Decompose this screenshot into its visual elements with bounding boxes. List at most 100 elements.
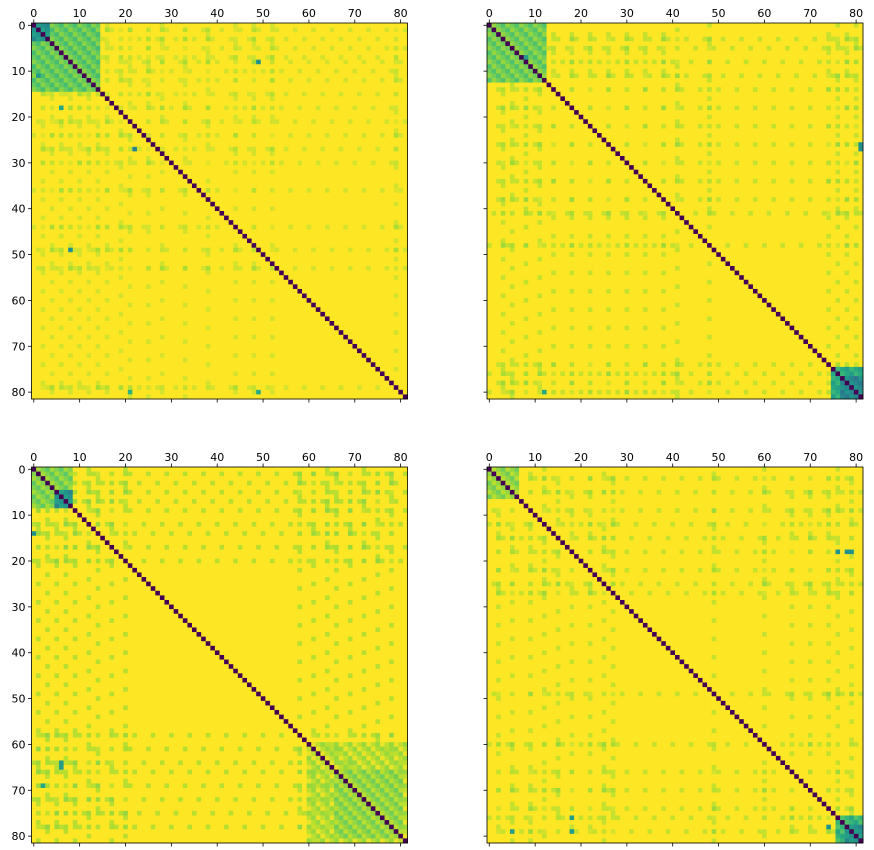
heatmap-cell bbox=[348, 28, 353, 33]
heatmap-cell bbox=[45, 252, 50, 257]
heatmap-cell bbox=[114, 115, 119, 120]
heatmap-cell bbox=[261, 248, 266, 253]
heatmap-cell bbox=[146, 261, 151, 266]
heatmap-cell bbox=[174, 60, 179, 65]
heatmap-cell bbox=[220, 193, 225, 198]
heatmap-cell bbox=[36, 211, 41, 216]
heatmap-cell bbox=[201, 206, 206, 211]
heatmap-cell bbox=[261, 225, 266, 230]
heatmap-cell bbox=[380, 83, 385, 88]
heatmap-cell bbox=[398, 156, 403, 161]
heatmap-cell bbox=[64, 83, 69, 88]
heatmap-cell bbox=[270, 92, 275, 97]
heatmap-cell bbox=[394, 106, 399, 111]
heatmap-cell bbox=[137, 28, 142, 33]
heatmap-cell bbox=[362, 101, 367, 106]
heatmap-cell bbox=[114, 266, 119, 271]
heatmap-cell bbox=[146, 46, 151, 51]
heatmap-cell bbox=[252, 239, 257, 244]
heatmap-cell bbox=[119, 234, 124, 239]
heatmap-cell bbox=[348, 101, 353, 106]
heatmap-cell bbox=[109, 69, 114, 74]
heatmap-cell bbox=[229, 128, 234, 133]
heatmap-cell bbox=[348, 206, 353, 211]
heatmap-cell bbox=[297, 46, 302, 51]
heatmap-cell bbox=[293, 51, 298, 56]
heatmap-cell bbox=[293, 239, 298, 244]
heatmap-cell bbox=[275, 64, 280, 69]
heatmap-cell bbox=[311, 23, 316, 28]
heatmap-cell bbox=[197, 32, 202, 37]
heatmap-cell bbox=[229, 174, 234, 179]
heatmap-cell bbox=[109, 225, 114, 230]
heatmap-cell bbox=[311, 55, 316, 60]
heatmap-cell bbox=[307, 229, 312, 234]
heatmap-cell bbox=[137, 280, 142, 285]
heatmap-cell bbox=[375, 188, 380, 193]
heatmap-cell bbox=[59, 55, 64, 60]
heatmap-cell bbox=[91, 289, 96, 294]
heatmap-cell bbox=[357, 243, 362, 248]
heatmap-cell bbox=[210, 41, 215, 46]
heatmap-cell bbox=[91, 101, 96, 106]
heatmap-cell bbox=[242, 220, 247, 225]
heatmap-cell bbox=[330, 275, 335, 280]
heatmap-cell bbox=[233, 161, 238, 166]
heatmap-cell bbox=[357, 147, 362, 152]
heatmap-cell bbox=[233, 284, 238, 289]
heatmap-cell bbox=[238, 46, 243, 51]
heatmap-cell bbox=[330, 46, 335, 51]
heatmap-cell bbox=[96, 142, 101, 147]
heatmap-cell bbox=[187, 289, 192, 294]
heatmap-cell bbox=[210, 101, 215, 106]
heatmap-cell bbox=[123, 142, 128, 147]
heatmap-cell bbox=[169, 188, 174, 193]
heatmap-cell bbox=[109, 23, 114, 28]
heatmap-cell bbox=[87, 73, 92, 78]
heatmap-cell bbox=[183, 64, 188, 69]
heatmap-cell bbox=[233, 266, 238, 271]
heatmap-cell bbox=[398, 101, 403, 106]
heatmap-cell bbox=[132, 239, 137, 244]
heatmap-cell bbox=[270, 165, 275, 170]
heatmap-cell bbox=[142, 83, 147, 88]
heatmap-cell bbox=[288, 69, 293, 74]
heatmap-cell bbox=[64, 225, 69, 230]
heatmap-cell bbox=[307, 188, 312, 193]
heatmap-cell bbox=[32, 193, 37, 198]
heatmap-cell bbox=[215, 28, 220, 33]
heatmap-cell bbox=[293, 289, 298, 294]
heatmap-cell bbox=[32, 261, 37, 266]
heatmap-cell bbox=[105, 216, 110, 221]
heatmap-cell bbox=[183, 37, 188, 42]
heatmap-cell bbox=[164, 243, 169, 248]
heatmap-cell bbox=[320, 101, 325, 106]
heatmap-cell bbox=[224, 133, 229, 138]
heatmap-cell bbox=[87, 87, 92, 92]
heatmap-cell bbox=[109, 193, 114, 198]
heatmap-cell bbox=[77, 73, 82, 78]
heatmap-cell bbox=[155, 211, 160, 216]
heatmap-cell bbox=[380, 275, 385, 280]
heatmap-cell bbox=[82, 124, 87, 129]
heatmap-cell bbox=[45, 41, 50, 46]
heatmap-cell bbox=[238, 142, 243, 147]
heatmap-cell bbox=[279, 229, 284, 234]
heatmap-cell bbox=[45, 64, 50, 69]
heatmap-cell bbox=[114, 174, 119, 179]
heatmap-cell bbox=[164, 248, 169, 253]
heatmap-cell bbox=[320, 142, 325, 147]
heatmap-cell bbox=[385, 110, 390, 115]
heatmap-cell bbox=[96, 69, 101, 74]
heatmap-cell bbox=[348, 133, 353, 138]
heatmap-cell bbox=[371, 96, 376, 101]
heatmap-cell bbox=[247, 106, 252, 111]
heatmap-cell bbox=[91, 266, 96, 271]
heatmap-cell bbox=[82, 51, 87, 56]
heatmap-cell bbox=[187, 170, 192, 175]
heatmap-cell bbox=[114, 261, 119, 266]
heatmap-cell bbox=[270, 73, 275, 78]
heatmap-cell bbox=[142, 216, 147, 221]
heatmap-cell bbox=[54, 46, 59, 51]
heatmap-cell bbox=[109, 248, 114, 253]
